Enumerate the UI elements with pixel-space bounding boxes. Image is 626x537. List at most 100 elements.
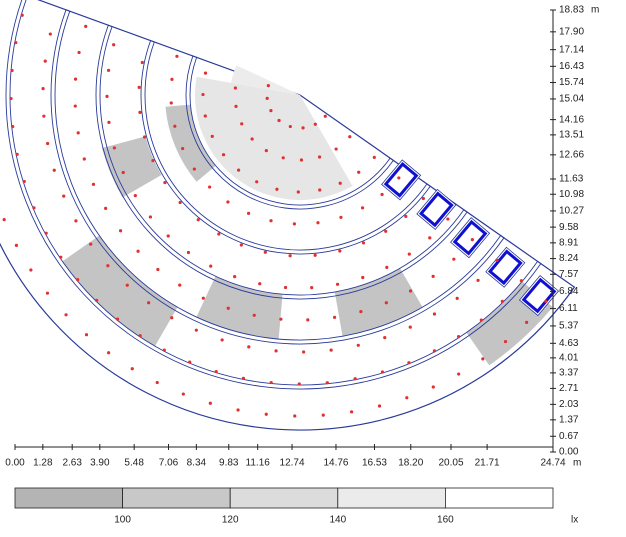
calc-point [298,382,301,385]
calc-point [221,338,224,341]
x-tick-label: 2.63 [62,458,82,469]
calc-point [383,336,386,339]
calc-point [314,123,317,126]
calc-point [156,381,159,384]
legend-swatch [230,488,338,508]
y-tick-label: 3.37 [559,368,579,379]
calc-point [151,159,154,162]
y-tick-label: 2.71 [559,383,579,394]
calc-point [163,349,166,352]
y-tick-label: 9.58 [559,222,579,233]
y-tick-label: 4.01 [559,353,579,364]
calc-point [301,126,304,129]
calc-point [357,344,360,347]
calc-point [380,193,383,196]
calc-point [318,188,321,191]
x-tick-label: 12.74 [280,458,305,469]
calc-point [9,97,12,100]
calc-point [397,176,400,179]
y-tick-label: 13.51 [559,130,584,141]
calc-point [181,147,184,150]
calc-point [306,318,309,321]
calc-point [446,217,449,220]
calc-point [107,121,110,124]
calc-point [359,310,362,313]
calc-point [107,69,110,72]
calc-point [74,78,77,81]
calc-point [147,301,150,304]
calc-point [131,367,134,370]
calc-point [339,216,342,219]
calc-point [59,256,62,259]
calc-point [105,95,108,98]
calc-point [348,135,351,138]
calc-point [112,43,115,46]
legend-unit: lx [571,515,578,526]
calc-point [44,60,47,63]
calc-point [116,318,119,321]
calc-point [354,377,357,380]
calc-point [77,131,80,134]
y-tick-label: 17.90 [559,26,584,37]
calc-point [405,396,408,399]
calc-point [361,276,364,279]
y-tick-label: 8.91 [559,237,579,248]
legend-label: 140 [329,515,346,526]
calc-point [227,307,230,310]
legend-swatch [15,488,123,508]
calc-point [204,72,207,75]
calc-point [266,97,269,100]
calc-point [201,93,204,96]
y-tick-label: 6.11 [559,303,578,314]
calc-point [163,181,166,184]
calc-point [179,201,182,204]
calc-point [247,212,250,215]
calc-point [525,321,528,324]
calc-point [258,282,261,285]
calc-point [170,316,173,319]
x-tick-label: 21.71 [475,458,500,469]
calc-point [335,147,338,150]
calc-point [275,188,278,191]
calc-point [338,249,341,252]
y-tick-label: 12.66 [559,149,584,160]
calc-point [10,69,13,72]
calc-point [92,183,95,186]
calc-point [378,404,381,407]
y-tick-label: 4.63 [559,338,579,349]
calc-point [29,268,32,271]
y-tick-label: 10.98 [559,189,584,200]
calc-point [187,251,190,254]
calc-point [23,180,26,183]
y-tick-label: 0.00 [559,447,579,458]
calc-point [195,329,198,332]
calc-point [209,402,212,405]
calc-point [16,153,19,156]
x-tick-label: 14.76 [323,458,348,469]
calc-point [289,254,292,257]
y-tick-label: 7.57 [559,269,579,280]
calc-point [422,197,425,200]
legend-label: 100 [114,515,131,526]
calc-point [62,195,65,198]
calc-point [226,200,229,203]
calc-point [84,25,87,28]
calc-point [119,229,122,232]
calc-point [407,361,410,364]
calc-point [113,146,116,149]
calc-point [217,232,220,235]
calc-point [95,299,98,302]
calc-point [173,125,176,128]
calc-point [167,234,170,237]
calc-point [267,84,270,87]
calc-point [77,51,80,54]
calc-point [85,333,88,336]
calc-point [14,41,17,44]
calc-point [138,111,141,114]
calc-point [318,155,321,158]
calc-point [11,125,14,128]
y-tick-label: 6.84 [559,286,579,297]
calc-point [433,349,436,352]
x-tick-label: 1.28 [33,458,53,469]
calc-point [481,357,484,360]
